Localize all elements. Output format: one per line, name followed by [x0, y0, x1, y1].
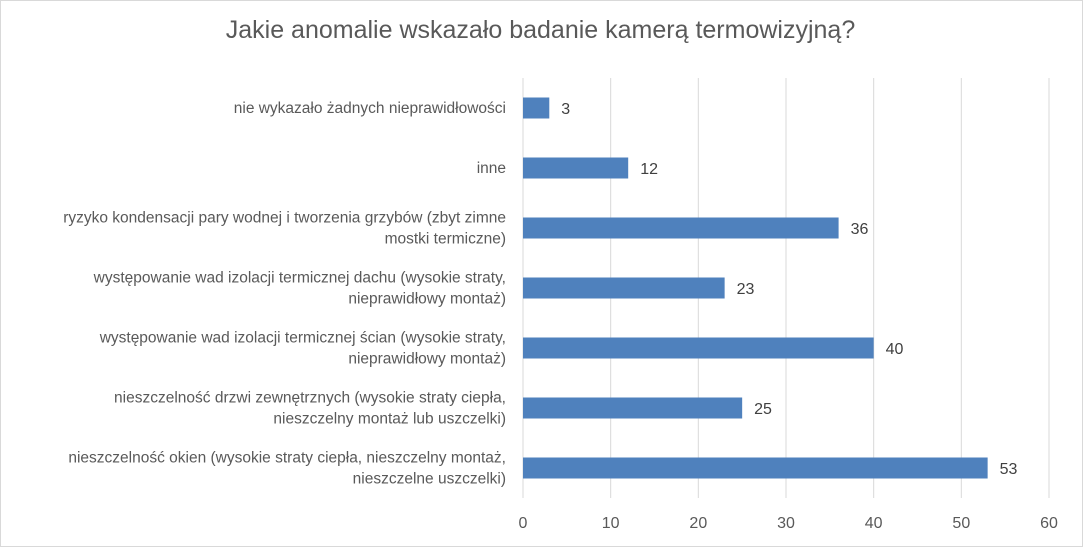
category-label: ryzyko kondensacji pary wodnej i tworzen… [63, 210, 506, 248]
bar [523, 277, 725, 299]
bar [523, 157, 629, 179]
data-label: 25 [754, 401, 772, 418]
category-label: występowanie wad izolacji termicznej dac… [93, 270, 506, 308]
x-tick-labels: 0 10 20 30 40 50 60 [519, 515, 1058, 532]
x-tick-label: 60 [1040, 515, 1058, 532]
bar [523, 457, 988, 479]
x-tick-label: 10 [602, 515, 620, 532]
data-label: 3 [561, 101, 570, 118]
category-label: nie wykazało żadnych nieprawidłowości [234, 100, 506, 117]
bar [523, 217, 839, 239]
category-label: inne [477, 160, 506, 177]
data-label: 12 [640, 161, 658, 178]
x-tick-label: 0 [519, 515, 528, 532]
bars [523, 97, 988, 479]
category-label: nieszczelność okien (wysokie straty ciep… [68, 450, 506, 488]
chart-title: Jakie anomalie wskazało badanie kamerą t… [225, 16, 856, 44]
data-label: 53 [1000, 461, 1018, 478]
data-label: 36 [851, 221, 869, 238]
bar [523, 397, 743, 419]
category-label: występowanie wad izolacji termicznej ści… [99, 330, 506, 368]
category-labels: nie wykazało żadnych nieprawidłowości inn… [63, 100, 506, 488]
x-tick-label: 20 [689, 515, 707, 532]
bar [523, 337, 874, 359]
data-labels: 3 12 36 23 40 25 53 [561, 101, 1017, 478]
x-tick-label: 50 [952, 515, 970, 532]
x-tick-label: 30 [777, 515, 795, 532]
category-label: nieszczelność drzwi zewnętrznych (wysoki… [114, 390, 506, 428]
data-label: 23 [737, 281, 755, 298]
x-tick-label: 40 [865, 515, 883, 532]
data-label: 40 [886, 341, 904, 358]
bar [523, 97, 550, 119]
